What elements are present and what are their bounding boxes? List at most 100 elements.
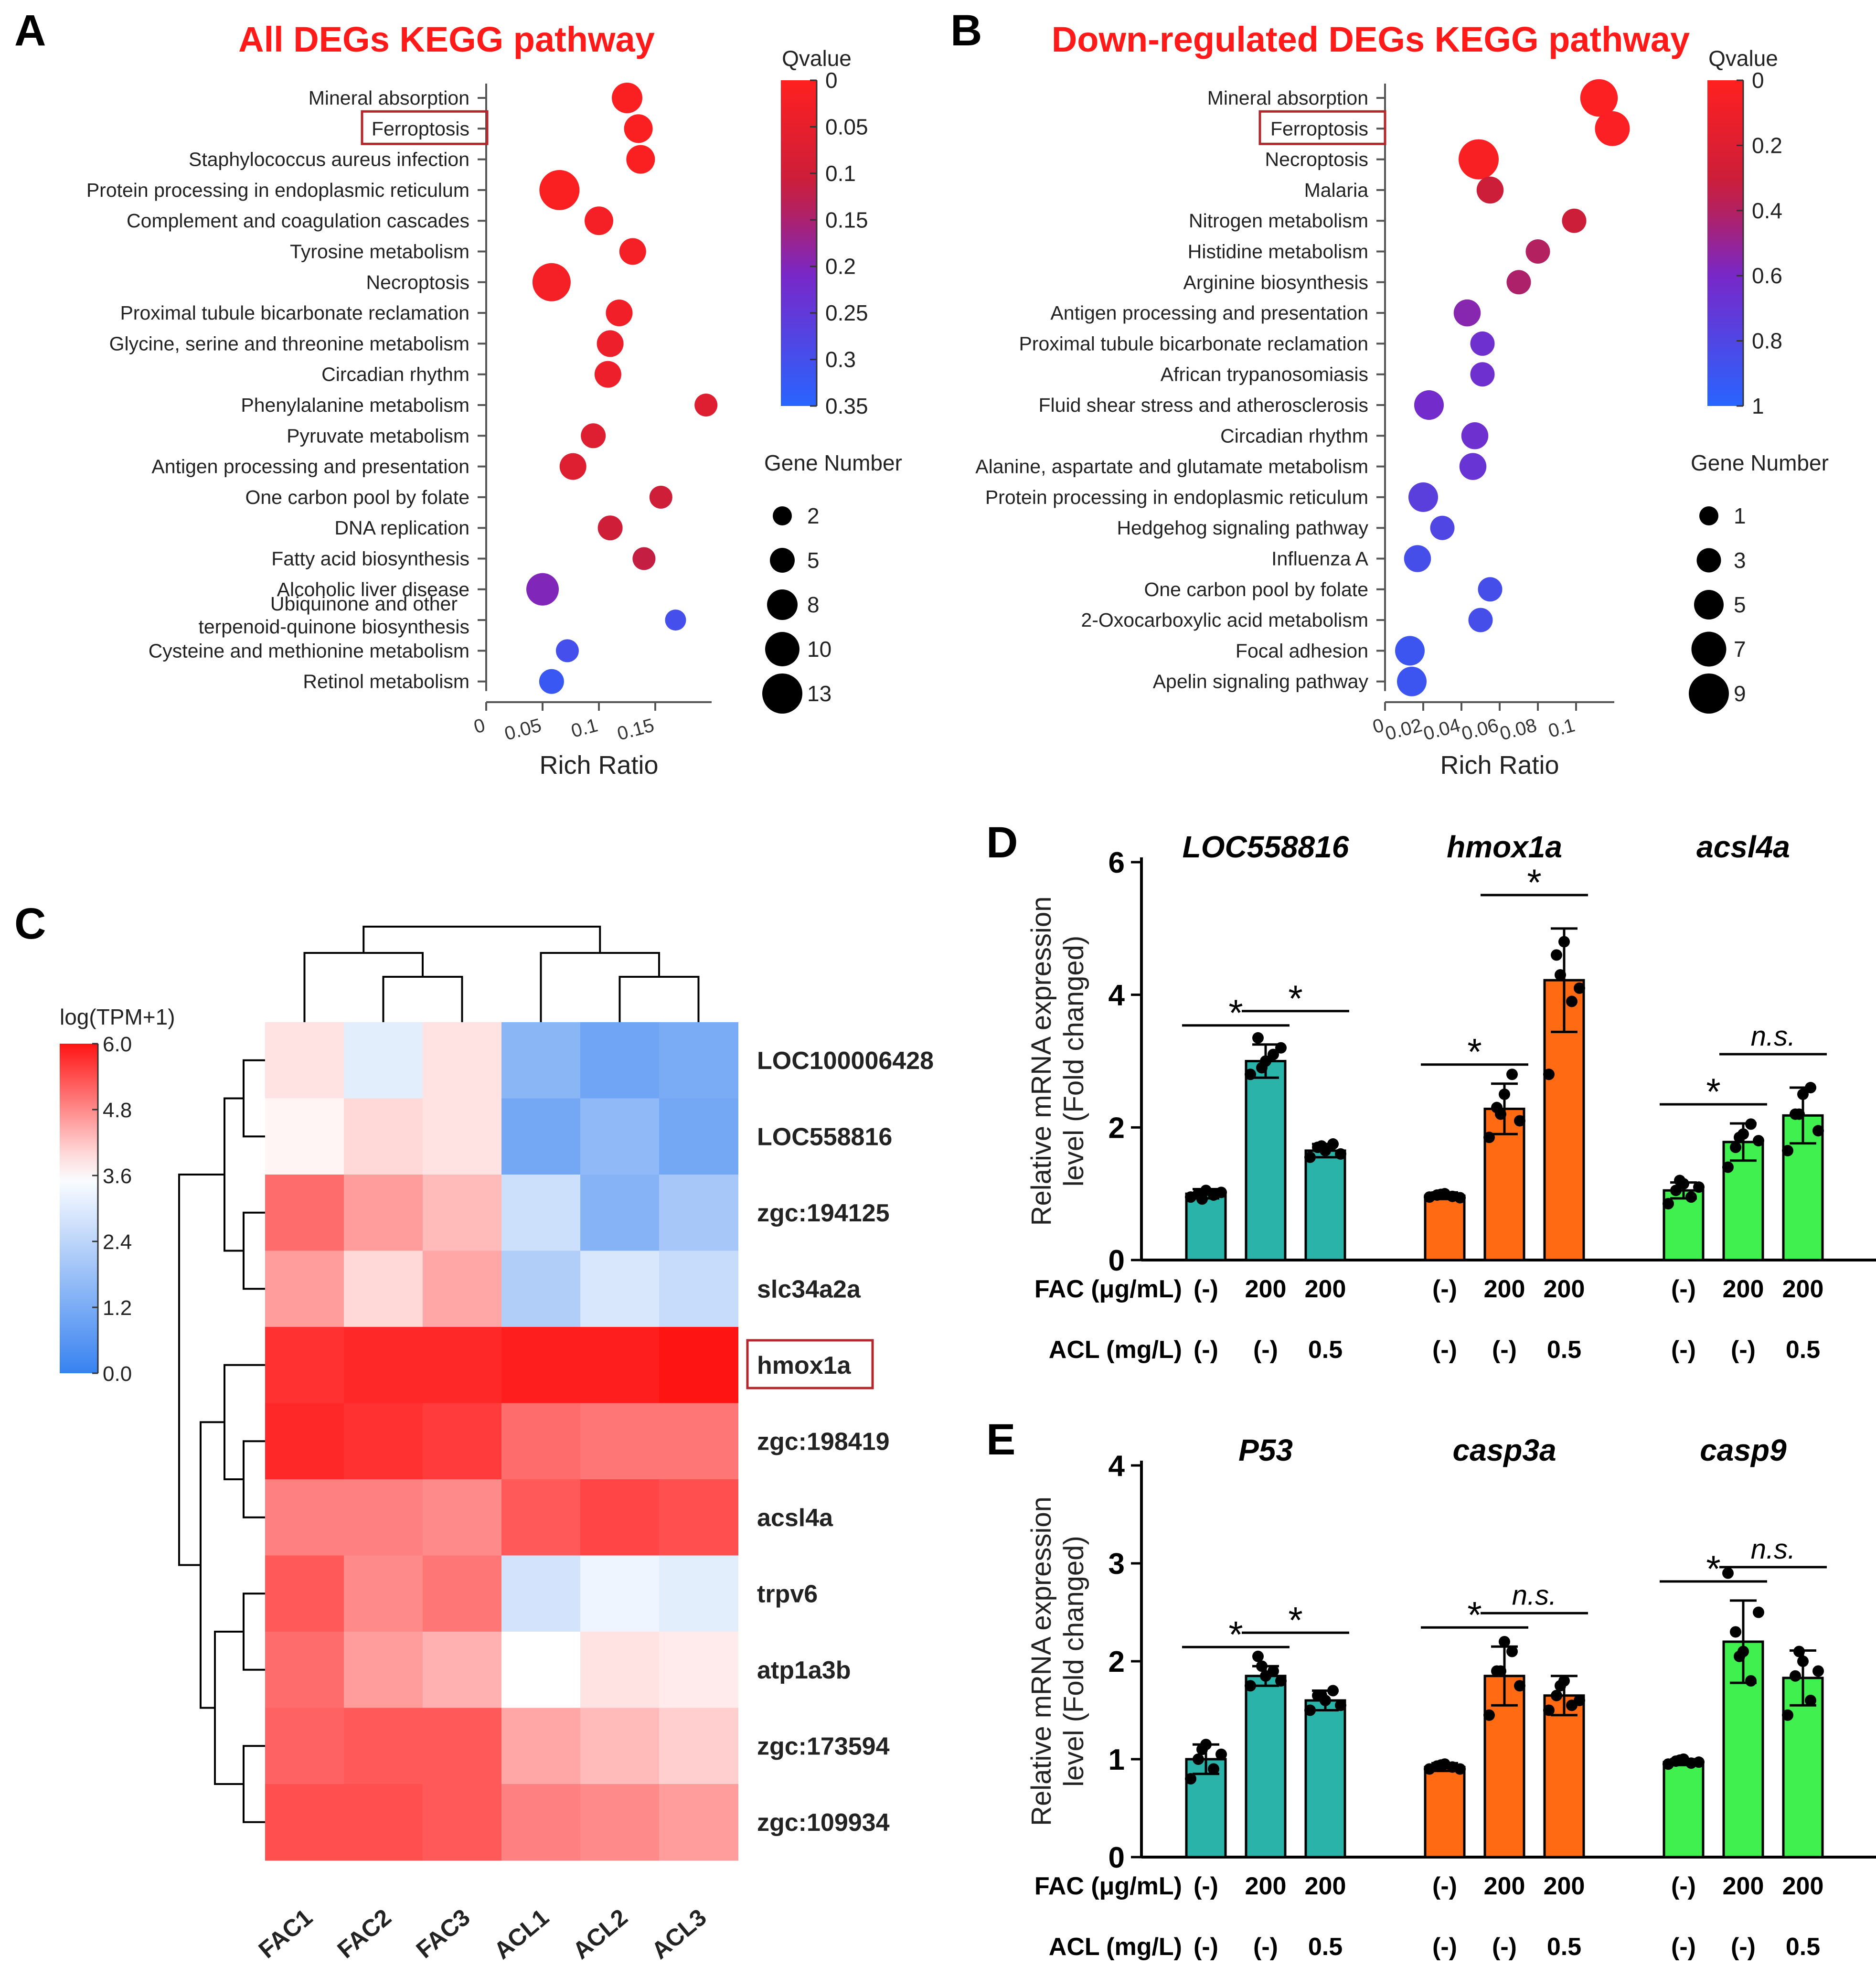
- data-point: [1670, 1185, 1682, 1197]
- bubble-retinol-metabolism: [539, 669, 564, 694]
- heatmap-cell: [265, 1098, 344, 1175]
- data-point: [1193, 1753, 1204, 1765]
- heatmap-cell: [580, 1403, 660, 1480]
- bubble-antigen-processing-and-presentation: [1453, 299, 1481, 327]
- heatmap-legend-title: log(TPM+1): [60, 1005, 175, 1029]
- pathway-label-ubiquinone-and-other-terpenoid-quinone-biosynthesis: Ubiquinone and other terpenoid-quinone bi…: [198, 593, 469, 638]
- bubble-tyrosine-metabolism: [619, 238, 646, 265]
- row-dendrogram-branch: [243, 1592, 265, 1671]
- heatmap-cell: [501, 1250, 581, 1327]
- heatmap-cell: [659, 1632, 738, 1709]
- data-point: [1782, 1709, 1793, 1721]
- pathway-label-fatty-acid-biosynthesis: Fatty acid biosynthesis: [271, 548, 469, 570]
- bubble-pyruvate-metabolism: [581, 423, 606, 449]
- significance-label: *: [1288, 977, 1302, 1019]
- data-point: [1722, 1161, 1734, 1173]
- heatmap-cell: [423, 1403, 502, 1480]
- data-point: [1245, 1680, 1256, 1692]
- data-point: [1722, 1567, 1734, 1579]
- data-point: [1663, 1197, 1674, 1209]
- bubble-african-trypanosomiasis: [1470, 362, 1495, 387]
- highlight-box: [746, 1339, 874, 1389]
- size-legend-label: 13: [807, 681, 831, 706]
- data-point: [1454, 1763, 1466, 1775]
- bar-casp3a-0: [1424, 1765, 1466, 1859]
- y-tick-label: 0: [1109, 1841, 1125, 1874]
- bubble-mineral-absorption: [612, 83, 642, 113]
- row-dendrogram-branch: [243, 1745, 265, 1823]
- panel-b-label: B: [950, 6, 982, 55]
- y-tick-label: 4: [1109, 979, 1125, 1012]
- data-point: [1252, 1032, 1264, 1044]
- colorbar-tick-label: 0.2: [1752, 133, 1782, 158]
- heatmap-cell: [501, 1098, 581, 1175]
- x-tick-label: 0.06: [1460, 715, 1501, 745]
- size-legend-dot: [1694, 590, 1724, 620]
- data-point: [1551, 949, 1562, 961]
- significance-label: *: [1228, 1613, 1243, 1655]
- data-point: [1730, 1141, 1741, 1153]
- size-legend-label: 1: [1734, 503, 1746, 528]
- x-tick-label: 0.05: [502, 715, 544, 745]
- acl-row-label: ACL (mg/L): [1049, 1336, 1182, 1364]
- pathway-label-fluid-shear-stress-and-atherosclerosis: Fluid shear stress and atherosclerosis: [1039, 394, 1368, 416]
- significance-label: *: [1706, 1548, 1720, 1590]
- data-point: [1215, 1748, 1227, 1760]
- heatmap-cell: [265, 1327, 344, 1404]
- colorbar: [1707, 80, 1743, 406]
- data-point: [1514, 1115, 1525, 1127]
- pathway-label-necroptosis: Necroptosis: [1265, 149, 1368, 171]
- heatmap-cell: [265, 1403, 344, 1480]
- acl-value: (-): [1671, 1933, 1696, 1961]
- bubble-circadian-rhythm: [1461, 422, 1489, 449]
- heatmap-cell: [265, 1632, 344, 1709]
- fac-value: 200: [1782, 1872, 1824, 1900]
- size-legend-dot: [765, 632, 799, 666]
- data-point: [1454, 1192, 1466, 1204]
- heatmap-row-label-loc100006428: LOC100006428: [757, 1047, 934, 1075]
- size-legend-title: Gene Number: [764, 450, 902, 475]
- data-point: [1543, 1069, 1555, 1080]
- pathway-label-proximal-tubule-bicarbonate-reclamation: Proximal tubule bicarbonate reclamation: [1019, 332, 1368, 354]
- pathway-label-focal-adhesion: Focal adhesion: [1236, 640, 1368, 662]
- significance-label: n.s.: [1512, 1580, 1557, 1611]
- bubble-complement-and-coagulation-cascades: [585, 206, 613, 235]
- heatmap-cell: [580, 1632, 660, 1709]
- pathway-label-2-oxocarboxylic-acid-metabolism: 2-Oxocarboxylic acid metabolism: [1081, 609, 1368, 631]
- heatmap-cell: [344, 1327, 423, 1404]
- colorbar-tick-label: 0.6: [1752, 263, 1782, 288]
- column-dendrogram-branch: [540, 952, 660, 1022]
- acl-value: (-): [1432, 1933, 1457, 1961]
- panel-d-bar-chart: 0 2 4 6 Relative mRNA expression level (Fold …: [1026, 830, 1876, 1364]
- y-axis-title-line1: Relative mRNA expression: [1026, 1496, 1057, 1826]
- data-point: [1495, 1665, 1506, 1677]
- bar-loc558816-1: [1245, 1060, 1287, 1261]
- heatmap-legend-tick-label: 0.0: [103, 1362, 132, 1386]
- fac-value: 200: [1484, 1275, 1525, 1303]
- pathway-label-african-trypanosomiasis: African trypanosomiasis: [1161, 363, 1368, 385]
- y-tick-label: 0: [1109, 1244, 1125, 1277]
- data-point: [1256, 1062, 1268, 1074]
- heatmap-cell: [501, 1403, 581, 1480]
- pathway-label-alcoholic-liver-disease: Alcoholic liver disease: [277, 578, 469, 600]
- row-dendrogram-branch: [224, 1364, 265, 1480]
- pathway-label-circadian-rhythm: Circadian rhythm: [1220, 425, 1368, 447]
- pathway-label-cysteine-and-methionine-metabolism: Cysteine and methionine metabolism: [149, 640, 469, 662]
- heatmap-legend-tick-label: 4.8: [103, 1099, 132, 1122]
- pathway-label-protein-processing-in-endoplasmic-reticulum: Protein processing in endoplasmic reticu…: [86, 179, 469, 201]
- heatmap-cell: [659, 1479, 738, 1556]
- size-legend-dot: [1689, 673, 1729, 714]
- heatmap-col-label-fac2: FAC2: [332, 1904, 396, 1964]
- fac-value: 200: [1544, 1872, 1585, 1900]
- pathway-label-ferroptosis: Ferroptosis: [1270, 118, 1368, 139]
- bar-acsl4a-2: [1782, 1114, 1824, 1261]
- data-point: [1812, 1125, 1824, 1137]
- heatmap-col-label-acl3: ACL3: [647, 1904, 712, 1965]
- bubble-focal-adhesion: [1395, 636, 1425, 666]
- bubble-dna-replication: [597, 515, 623, 541]
- acl-value: (-): [1253, 1933, 1278, 1961]
- data-point: [1514, 1680, 1525, 1692]
- data-point: [1753, 1606, 1764, 1618]
- data-point: [1483, 1709, 1495, 1721]
